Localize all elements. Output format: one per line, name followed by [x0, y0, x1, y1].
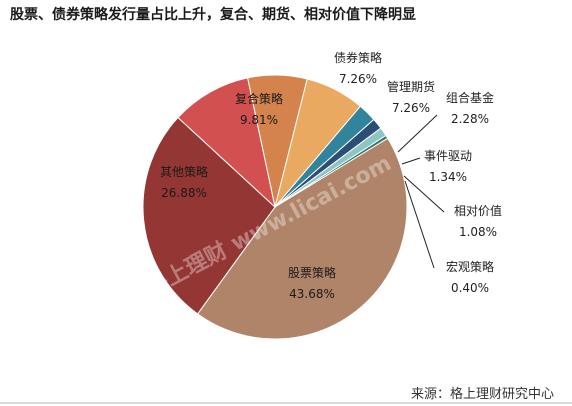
slice-value-label: 7.26%: [339, 72, 377, 86]
leader-lines: [397, 114, 445, 269]
slice-value-label: 1.08%: [459, 225, 497, 239]
slice-label: 管理期货: [387, 79, 435, 94]
leader-line: [403, 175, 445, 213]
slice-labels: 股票策略 43.68% 其他策略 26.88% 复合策略 9.81% 债券策略 7.26% 管理…: [160, 50, 502, 301]
slice-value-label: 26.88%: [161, 186, 207, 200]
slice-value-label: 2.28%: [451, 112, 489, 126]
slice-value-label: 0.40%: [451, 281, 489, 295]
slice-label: 复合策略: [235, 91, 283, 106]
leader-line: [397, 114, 438, 153]
slice-value-label: 9.81%: [240, 113, 278, 127]
slice-value-label: 1.34%: [429, 170, 467, 184]
slice-value-label: 7.26%: [392, 101, 430, 115]
pie-slice: [177, 77, 276, 209]
source-divider: [0, 402, 572, 404]
leader-line: [404, 180, 435, 269]
slice-label: 其他策略: [160, 164, 208, 179]
slice-label: 股票策略: [288, 265, 336, 280]
chart-title: 股票、债券策略发行量占比上升，复合、期货、相对价值下降明显: [10, 7, 416, 23]
slice-label: 宏观策略: [446, 259, 494, 274]
slice-label: 债券策略: [334, 50, 382, 65]
slice-label: 相对价值: [454, 203, 502, 218]
source-note: 来源：格上理财研究中心: [410, 387, 554, 402]
pie-slice: [142, 116, 276, 315]
leader-line: [401, 157, 421, 165]
pie-slice: [196, 137, 408, 340]
slice-value-label: 43.68%: [289, 287, 335, 301]
slice-label: 事件驱动: [424, 149, 472, 163]
slice-label: 组合基金: [446, 90, 494, 105]
pie-slices: [142, 74, 408, 340]
